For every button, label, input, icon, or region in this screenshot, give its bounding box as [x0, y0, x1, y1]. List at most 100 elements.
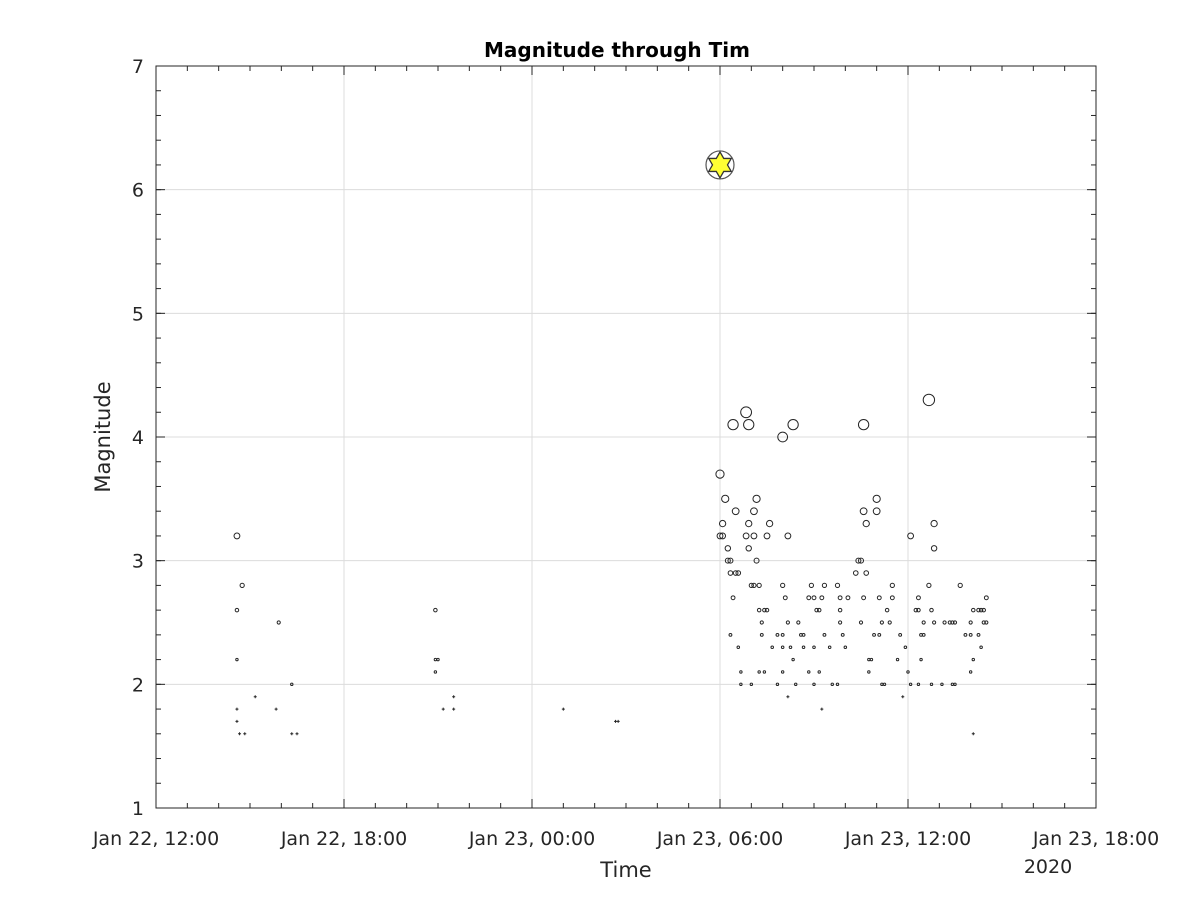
data-point: [916, 607, 921, 613]
data-point: [819, 595, 825, 601]
data-point: [837, 595, 843, 601]
data-point: [950, 620, 955, 625]
data-point: [775, 632, 780, 637]
data-point: [777, 431, 789, 443]
data-point: [843, 645, 848, 650]
data-point: [901, 695, 905, 699]
data-point: [889, 595, 895, 601]
data-point: [930, 545, 938, 552]
data-point: [736, 645, 741, 650]
data-point: [971, 607, 976, 613]
data-point: [749, 682, 754, 687]
y-axis-title: Magnitude: [91, 381, 115, 492]
data-point: [452, 695, 456, 699]
data-point: [727, 418, 739, 431]
data-point: [981, 607, 986, 613]
data-point: [979, 645, 983, 650]
data-point: [238, 732, 242, 736]
data-point: [745, 545, 752, 552]
data-point: [801, 632, 806, 637]
data-point: [812, 682, 816, 687]
data-point: [727, 570, 734, 576]
data-point: [855, 557, 862, 564]
data-point: [821, 582, 828, 589]
data-point: [782, 595, 788, 601]
data-point: [916, 682, 921, 687]
data-point: [830, 682, 834, 687]
data-point: [752, 494, 761, 503]
data-point: [895, 657, 900, 662]
data-point: [861, 595, 867, 601]
data-point: [968, 632, 973, 637]
data-point: [765, 519, 774, 528]
data-point: [921, 632, 926, 637]
data-point: [235, 657, 239, 662]
data-point: [908, 682, 913, 687]
data-point: [867, 670, 871, 674]
data-point: [794, 682, 798, 687]
data-point: [872, 632, 876, 637]
data-point: [971, 732, 975, 736]
y-tick-label: 6: [132, 180, 144, 202]
data-point: [835, 682, 840, 687]
data-point: [716, 532, 724, 540]
data-point: [436, 657, 440, 662]
y-tick-label: 1: [132, 798, 144, 820]
data-point: [863, 570, 870, 576]
data-point: [796, 620, 801, 625]
data-point: [780, 670, 785, 674]
data-point: [872, 494, 881, 503]
data-point: [561, 707, 565, 711]
data-point: [903, 645, 908, 650]
data-point: [879, 620, 884, 625]
data-point: [763, 532, 771, 540]
data-point: [759, 632, 764, 637]
data-point: [983, 595, 989, 601]
data-point: [731, 507, 740, 516]
data-point: [753, 557, 760, 564]
data-points: [233, 393, 989, 736]
data-point: [806, 595, 812, 601]
y-tick-labels: 1 2 3 4 5 6 7: [132, 56, 144, 820]
data-point: [940, 682, 944, 687]
x-tick-label: Jan 23, 00:00: [468, 828, 595, 850]
data-point: [976, 607, 981, 613]
data-point: [887, 620, 892, 625]
x-tick-label: Jan 23, 18:00: [1032, 828, 1159, 850]
data-point: [981, 620, 986, 625]
data-point: [730, 595, 736, 601]
data-point: [834, 582, 841, 589]
data-point: [932, 620, 937, 625]
data-point: [441, 707, 445, 711]
data-point: [756, 582, 762, 589]
data-point: [239, 582, 245, 589]
data-point: [786, 695, 790, 699]
data-point: [757, 670, 761, 674]
chart-title: Magnitude through Tim: [484, 38, 750, 62]
data-point: [898, 632, 903, 637]
data-point: [742, 532, 750, 540]
data-point: [906, 670, 910, 674]
data-point: [858, 620, 864, 625]
data-point: [807, 670, 811, 674]
data-point: [745, 519, 753, 528]
data-point: [889, 582, 895, 589]
data-point: [235, 719, 239, 723]
data-point: [616, 719, 620, 723]
data-point: [721, 494, 730, 503]
data-point: [750, 507, 758, 516]
data-point: [921, 620, 926, 625]
data-point: [785, 620, 790, 625]
data-point: [234, 607, 240, 613]
data-point: [274, 707, 278, 711]
x-tick-label: Jan 22, 12:00: [92, 828, 219, 850]
data-point: [762, 607, 767, 613]
data-point: [814, 607, 819, 613]
data-point: [780, 645, 785, 650]
plot-frame: [155, 65, 1097, 809]
x-tick-label: Jan 22, 18:00: [280, 828, 407, 850]
data-point: [913, 607, 919, 613]
data-point: [784, 532, 792, 540]
y-tick-label: 5: [132, 303, 144, 325]
